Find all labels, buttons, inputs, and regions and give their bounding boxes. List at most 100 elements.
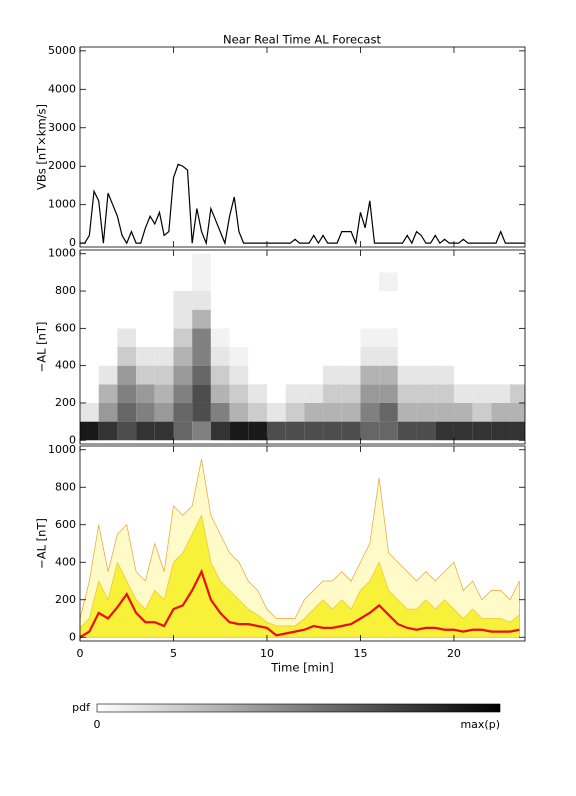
heatmap-cell <box>472 272 492 292</box>
heatmap-cell <box>323 365 342 385</box>
heatmap-cell <box>379 365 398 385</box>
heatmap-cell <box>435 365 454 385</box>
heatmap-cell <box>80 253 99 273</box>
heatmap-cell <box>117 347 137 366</box>
y-tick-label: 200 <box>55 593 76 606</box>
heatmap-cell <box>248 272 267 292</box>
heatmap-cell <box>229 291 249 310</box>
heatmap-cell <box>341 365 361 385</box>
heatmap-cell <box>435 291 454 310</box>
heatmap-cell <box>435 347 454 366</box>
heatmap-cell <box>510 421 525 441</box>
y-tick-label: 0 <box>69 236 76 249</box>
heatmap-cell <box>154 253 174 273</box>
heatmap-cell <box>416 421 436 441</box>
heatmap-cell <box>192 328 211 347</box>
y-tick-label: 1000 <box>48 443 76 456</box>
heatmap-cell <box>173 253 193 273</box>
heatmap-cell <box>98 309 118 329</box>
heatmap-cell <box>397 272 417 292</box>
heatmap-cell <box>323 291 342 310</box>
heatmap-cell <box>304 328 324 347</box>
heatmap-cell <box>266 291 286 310</box>
heatmap-cell <box>379 384 398 403</box>
heatmap-cell <box>304 402 324 422</box>
heatmap-cell <box>210 272 230 292</box>
heatmap-cell <box>229 384 249 403</box>
heatmap-cell <box>435 384 454 403</box>
heatmap-cell <box>323 347 342 366</box>
heatmap-cell <box>192 347 211 366</box>
heatmap-cell <box>379 272 398 292</box>
heatmap-cell <box>285 253 305 273</box>
heatmap-cell <box>397 253 417 273</box>
heatmap-cell <box>341 347 361 366</box>
heatmap-cell <box>210 402 230 422</box>
heatmap-cell <box>136 272 155 292</box>
heatmap-cell <box>304 253 324 273</box>
heatmap-cell <box>397 421 417 441</box>
heatmap-cell <box>397 347 417 366</box>
area <box>79 514 520 638</box>
heatmap-cell <box>304 309 324 329</box>
heatmap-cell <box>98 384 118 403</box>
heatmap-cell <box>248 384 267 403</box>
heatmap-cell <box>416 365 436 385</box>
heatmap-cell <box>229 347 249 366</box>
heatmap-cell <box>304 291 324 310</box>
heatmap-cell <box>136 328 155 347</box>
heatmap-cell <box>136 384 155 403</box>
heatmap-cell <box>416 272 436 292</box>
heatmap-cell <box>435 272 454 292</box>
heatmap-cell <box>323 421 342 441</box>
heatmap-cell <box>229 253 249 273</box>
heatmap-cell <box>229 365 249 385</box>
heatmap-cell <box>510 291 525 310</box>
heatmap-cell <box>173 272 193 292</box>
y-tick-label: 400 <box>55 555 76 568</box>
heatmap-cell <box>360 384 380 403</box>
chart-title: Near Real Time AL Forecast <box>223 33 381 47</box>
colorbar <box>96 703 501 713</box>
heatmap-cell <box>117 309 137 329</box>
heatmap-cell <box>173 347 193 366</box>
plot-frame <box>79 249 526 445</box>
heatmap-cell <box>80 272 99 292</box>
heatmap-cell <box>341 328 361 347</box>
heatmap-cell <box>229 402 249 422</box>
heatmap-cell <box>323 402 342 422</box>
heatmap-cell <box>248 421 267 441</box>
heatmap-cell <box>379 347 398 366</box>
heatmap-cell <box>248 347 267 366</box>
heatmap-cell <box>229 272 249 292</box>
heatmap-cell <box>210 347 230 366</box>
heatmap-cell <box>491 309 511 329</box>
heatmap-cell <box>80 421 99 441</box>
heatmap-cell <box>397 384 417 403</box>
y-tick-label: 5000 <box>48 44 76 57</box>
heatmap-cell <box>285 272 305 292</box>
heatmap-cell <box>98 272 118 292</box>
heatmap-cell <box>117 365 137 385</box>
heatmap-cell <box>266 421 286 441</box>
heatmap-cell <box>491 384 511 403</box>
heatmap-cell <box>154 365 174 385</box>
y-tick-label: 600 <box>55 321 76 334</box>
heatmap-cell <box>453 402 473 422</box>
heatmap-cell <box>360 421 380 441</box>
heatmap-cell <box>304 272 324 292</box>
heatmap-cell <box>98 347 118 366</box>
heatmap-cell <box>510 272 525 292</box>
heatmap-cell <box>416 384 436 403</box>
heatmap-cell <box>341 253 361 273</box>
heatmap-cell <box>192 365 211 385</box>
heatmap-cell <box>453 291 473 310</box>
heatmap-cell <box>154 347 174 366</box>
heatmap-cell <box>360 328 380 347</box>
x-tick-label: 5 <box>170 647 177 660</box>
y-axis-label: VBs [nT×km/s] <box>35 104 49 190</box>
heatmap-cell <box>136 365 155 385</box>
heatmap-cell <box>453 272 473 292</box>
heatmap-cell <box>136 402 155 422</box>
heatmap-cell <box>266 384 286 403</box>
